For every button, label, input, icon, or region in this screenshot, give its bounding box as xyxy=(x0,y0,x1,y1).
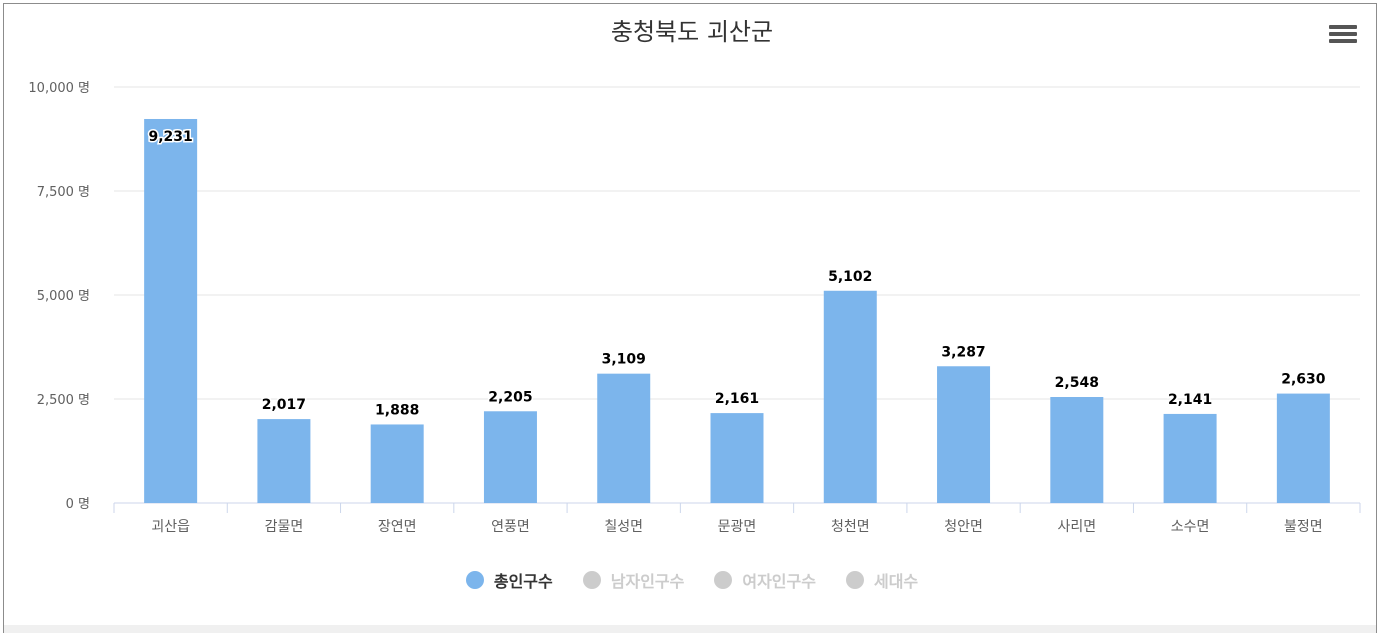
bar xyxy=(1276,393,1330,503)
x-tick-label: 괴산읍 xyxy=(151,519,190,535)
x-tick-label: 장연면 xyxy=(378,519,417,535)
bar xyxy=(597,373,651,503)
x-tick-label: 청안면 xyxy=(944,519,983,535)
x-tick-label: 청천면 xyxy=(831,519,870,535)
bar xyxy=(823,290,877,503)
y-tick-label: 7,500 명 xyxy=(37,185,90,200)
legend-marker-icon xyxy=(845,571,864,589)
data-label: 2,161 xyxy=(715,391,759,407)
data-label: 2,205 xyxy=(488,389,532,405)
data-label: 2,017 xyxy=(262,397,306,413)
legend-label: 여자인구수 xyxy=(742,572,816,591)
legend-item[interactable]: 세대수 xyxy=(845,568,919,592)
data-label: 2,141 xyxy=(1168,392,1212,408)
data-label: 5,102 xyxy=(828,269,872,285)
x-tick-label: 칠성면 xyxy=(604,519,643,535)
footer-strip xyxy=(4,625,1376,633)
y-tick-label: 5,000 명 xyxy=(37,289,90,304)
y-tick-label: 2,500 명 xyxy=(37,393,90,408)
chart-container xyxy=(3,3,1377,633)
bar xyxy=(144,118,198,503)
legend-item[interactable]: 여자인구수 xyxy=(714,568,816,592)
bar xyxy=(483,411,537,503)
legend-marker-icon xyxy=(582,571,601,589)
bar xyxy=(937,366,991,503)
bar xyxy=(370,424,424,503)
bar xyxy=(1163,413,1217,503)
legend-marker-icon xyxy=(465,571,484,589)
legend-label: 총인구수 xyxy=(493,572,553,591)
x-tick-label: 감물면 xyxy=(265,519,304,535)
data-label: 9,231 xyxy=(148,129,192,145)
bar xyxy=(257,419,311,503)
legend-label: 세대수 xyxy=(873,572,919,591)
legend-item[interactable]: 남자인구수 xyxy=(582,568,685,592)
legend-marker-icon xyxy=(714,571,733,589)
y-tick-label: 10,000 명 xyxy=(28,81,90,96)
bar xyxy=(710,413,764,503)
x-tick-label: 사리면 xyxy=(1057,519,1096,535)
data-label: 3,287 xyxy=(941,344,985,360)
legend-label: 남자인구수 xyxy=(610,572,685,591)
data-label: 3,109 xyxy=(602,352,646,368)
chart-title: 충청북도 괴산군 xyxy=(610,18,774,46)
x-tick-label: 문광면 xyxy=(718,519,757,535)
x-tick-label: 소수면 xyxy=(1171,519,1210,535)
x-tick-label: 연풍면 xyxy=(491,519,530,535)
y-tick-label: 0 명 xyxy=(66,497,90,512)
data-label: 1,888 xyxy=(375,402,419,418)
legend-item[interactable]: 총인구수 xyxy=(465,568,553,592)
data-label: 2,548 xyxy=(1055,375,1099,391)
menu-icon[interactable] xyxy=(1329,25,1357,51)
chart-legend: 총인구수 남자인구수 여자인구수 세대수 xyxy=(0,568,1384,592)
x-tick-label: 불정면 xyxy=(1284,519,1323,535)
bar xyxy=(1050,397,1104,503)
data-label: 2,630 xyxy=(1281,372,1326,388)
